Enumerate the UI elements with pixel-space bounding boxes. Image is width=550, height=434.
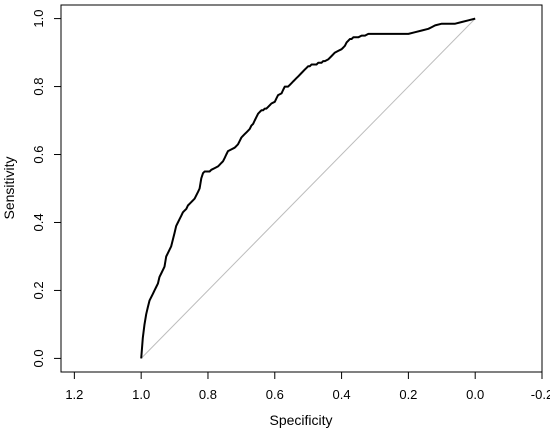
y-tick-label: 0.0 xyxy=(31,349,46,367)
plot-frame xyxy=(60,4,543,373)
y-tick-label: 1.0 xyxy=(31,10,46,28)
x-tick-label: 1.2 xyxy=(65,387,83,402)
y-tick-label: 0.4 xyxy=(31,213,46,231)
roc-curve-line xyxy=(140,17,476,359)
reference-diagonal-line xyxy=(140,18,476,359)
y-axis-label: Sensitivity xyxy=(1,156,17,219)
x-tick-label: 0.0 xyxy=(466,387,484,402)
y-tick-label: 0.8 xyxy=(31,78,46,96)
y-tick-label: 0.2 xyxy=(31,281,46,299)
x-tick-label: 0.4 xyxy=(333,387,351,402)
x-tick-label: 0.6 xyxy=(266,387,284,402)
plot-area xyxy=(140,17,476,359)
y-tick-label: 0.6 xyxy=(31,145,46,163)
y-axis: 0.0 0.2 0.4 0.6 0.8 1.0 xyxy=(31,10,61,367)
x-axis-label: Specificity xyxy=(269,412,332,428)
x-axis: 1.2 1.0 0.8 0.6 0.4 0.2 0.0 -0.2 xyxy=(65,372,550,402)
x-tick-label: -0.2 xyxy=(531,387,550,402)
x-tick-label: 1.0 xyxy=(132,387,150,402)
x-tick-label: 0.2 xyxy=(399,387,417,402)
x-tick-label: 0.8 xyxy=(199,387,217,402)
